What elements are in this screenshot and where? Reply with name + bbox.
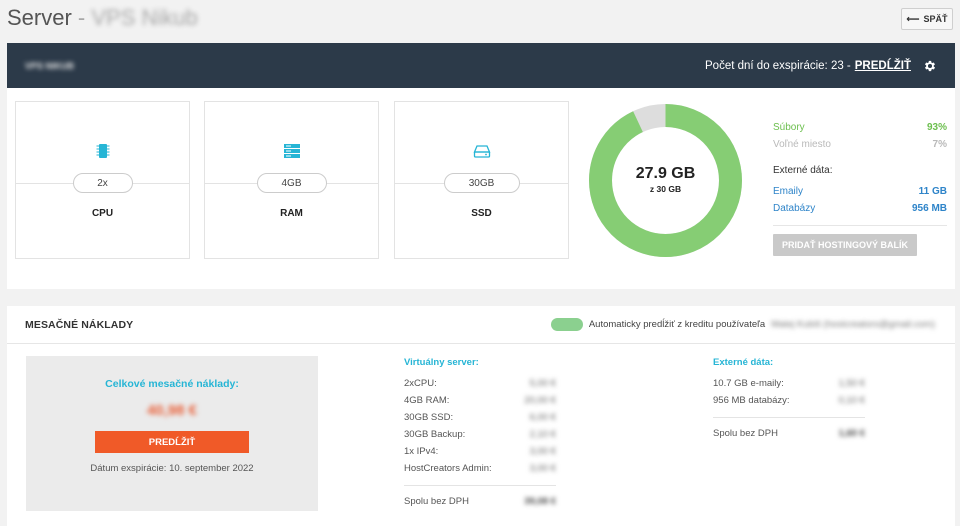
external-subtotal: Spolu bez DPH 1,60 €: [713, 425, 865, 442]
expiry-info: Počet dní do exspirácie: 23 - PREDĹŽIŤ: [705, 59, 937, 73]
list-item: 30GB Backup: 2,10 €: [404, 426, 556, 443]
item-name: 2xCPU:: [404, 378, 437, 389]
ssd-value-pill: 30GB: [443, 173, 520, 193]
item-name: 10.7 GB e-maily:: [713, 378, 784, 389]
item-name: 30GB Backup:: [404, 429, 466, 440]
subtotal-label: Spolu bez DPH: [713, 428, 778, 439]
spec-card-ssd: 30GB SSD: [394, 101, 569, 259]
stat-files: Súbory 93%: [773, 119, 947, 136]
stat-emails: Emaily 11 GB: [773, 183, 947, 200]
list-item: 956 MB databázy: 0,10 €: [713, 392, 865, 409]
item-name: 30GB SSD:: [404, 412, 454, 423]
subtotal-value: 39,08 €: [524, 496, 556, 507]
divider: [773, 225, 947, 226]
stat-free: Voľné miesto 7%: [773, 136, 947, 153]
server-rack-icon: [283, 144, 300, 158]
expiry-date: Dátum exspirácie: 10. september 2022: [90, 463, 254, 474]
cpu-label: CPU: [91, 208, 114, 219]
spec-card-cpu: 2x CPU: [15, 101, 190, 259]
item-name: HostCreators Admin:: [404, 463, 492, 474]
total-cost-value: 40,98 €: [146, 402, 198, 419]
vps-heading: Virtuálny server:: [404, 357, 479, 368]
external-cost-breakdown: Externé dáta: 10.7 GB e-maily: 1,50 € 956…: [713, 357, 865, 442]
spec-card-ram: 4GB RAM: [204, 101, 379, 259]
back-button[interactable]: ⟵ SPÄŤ: [901, 8, 953, 30]
emails-value: 11 GB: [918, 186, 947, 197]
databases-value: 956 MB: [911, 203, 947, 214]
server-card: VPS NIKUB Počet dní do exspirácie: 23 - …: [7, 43, 955, 289]
external-heading: Externé dáta:: [713, 357, 774, 368]
list-item: 4GB RAM: 20,00 €: [404, 392, 556, 409]
renew-link[interactable]: PREDĹŽIŤ: [854, 59, 911, 72]
emails-label: Emaily: [773, 186, 804, 197]
ssd-label: SSD: [471, 208, 492, 219]
subtotal-label: Spolu bez DPH: [404, 496, 469, 507]
gear-icon[interactable]: [923, 59, 937, 73]
hard-drive-icon: [473, 145, 490, 158]
donut-center-label: 27.9 GB z 30 GB: [588, 165, 743, 194]
item-price: 6,00 €: [529, 412, 556, 423]
storage-stats: Súbory 93% Voľné miesto 7% Externé dáta:…: [773, 119, 947, 256]
add-hosting-package-button[interactable]: PRIDAŤ HOSTINGOVÝ BALÍK: [773, 234, 917, 256]
divider: [404, 485, 556, 486]
item-price: 0,10 €: [838, 395, 865, 406]
ram-value-pill: 4GB: [256, 173, 327, 193]
page-subtitle: VPS Nikub: [91, 5, 198, 30]
auto-renew-user: Matej Kubiš (hostcreators@gmail.com): [771, 319, 935, 330]
files-label: Súbory: [773, 122, 805, 133]
cpu-icon: [96, 144, 109, 158]
monthly-costs-title: MESAČNÉ NÁKLADY: [25, 318, 134, 331]
free-label: Voľné miesto: [773, 139, 831, 150]
monthly-costs-header: MESAČNÉ NÁKLADY Automaticky predĺžiť z k…: [7, 306, 955, 344]
databases-label: Databázy: [773, 203, 816, 214]
free-value: 7%: [932, 139, 947, 150]
item-price: 20,00 €: [524, 395, 556, 406]
item-name: 1x IPv4:: [404, 446, 439, 457]
auto-renew: Automaticky predĺžiť z kreditu používate…: [550, 318, 935, 331]
page-title-text: Server: [7, 5, 72, 30]
auto-renew-toggle[interactable]: [550, 318, 583, 331]
server-header: VPS NIKUB Počet dní do exspirácie: 23 - …: [7, 43, 955, 88]
item-price: 3,00 €: [529, 446, 556, 457]
item-price: 2,10 €: [529, 429, 556, 440]
page-title-separator: -: [77, 5, 86, 30]
item-name: 956 MB databázy:: [713, 395, 790, 406]
storage-donut-chart: [589, 104, 742, 257]
back-button-label: SPÄŤ: [923, 14, 948, 24]
monthly-costs-card: MESAČNÉ NÁKLADY Automaticky predĺžiť z k…: [7, 306, 955, 526]
stat-databases: Databázy 956 MB: [773, 200, 947, 217]
external-label: Externé dáta:: [773, 165, 833, 176]
list-item: HostCreators Admin: 3,00 €: [404, 460, 556, 477]
page-title: Server - VPS Nikub: [7, 5, 198, 31]
total-cost-label: Celkové mesačné náklady:: [105, 378, 239, 390]
divider: [713, 417, 865, 418]
list-item: 30GB SSD: 6,00 €: [404, 409, 556, 426]
ram-label: RAM: [280, 208, 303, 219]
server-name: VPS NIKUB: [25, 60, 75, 71]
item-price: 1,50 €: [838, 378, 865, 389]
renew-button[interactable]: PREDĹŽIŤ: [95, 431, 249, 453]
item-price: 5,00 €: [529, 378, 556, 389]
list-item: 10.7 GB e-maily: 1,50 €: [713, 375, 865, 392]
list-item: 1x IPv4: 3,00 €: [404, 443, 556, 460]
vps-subtotal: Spolu bez DPH 39,08 €: [404, 493, 556, 510]
item-name: 4GB RAM:: [404, 395, 450, 406]
subtotal-value: 1,60 €: [838, 428, 865, 439]
storage-used-value: 27.9 GB: [635, 165, 696, 182]
vps-cost-breakdown: Virtuálny server: 2xCPU: 5,00 € 4GB RAM: 2…: [404, 357, 556, 510]
stat-external-heading: Externé dáta:: [773, 162, 947, 179]
item-price: 3,00 €: [529, 463, 556, 474]
storage-total-value: z 30 GB: [649, 184, 682, 194]
files-value: 93%: [926, 122, 947, 133]
arrow-left-icon: ⟵: [906, 13, 920, 24]
total-cost-box: Celkové mesačné náklady: 40,98 € PREDĹŽI…: [26, 356, 318, 511]
expiry-days-text: Počet dní do exspirácie: 23 -: [705, 59, 851, 72]
auto-renew-label: Automaticky predĺžiť z kreditu používate…: [588, 319, 766, 330]
cpu-value-pill: 2x: [72, 173, 133, 193]
donut-used-segment: [589, 104, 742, 257]
list-item: 2xCPU: 5,00 €: [404, 375, 556, 392]
